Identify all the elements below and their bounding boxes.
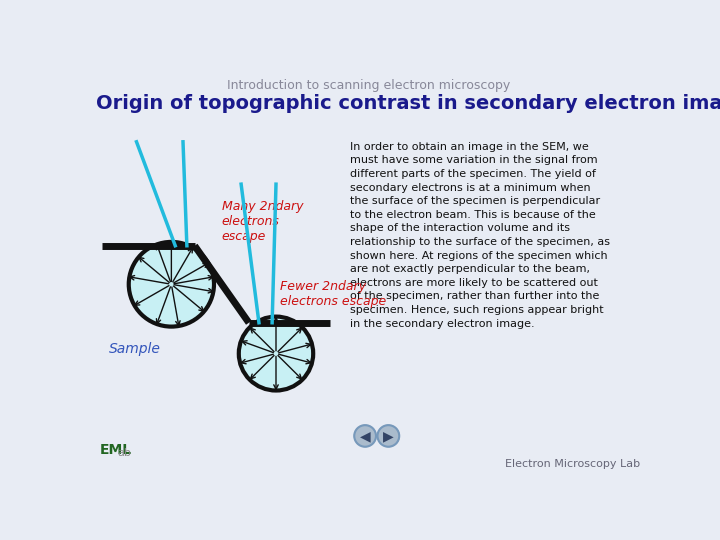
Circle shape: [377, 425, 399, 447]
Ellipse shape: [239, 316, 313, 390]
Text: ◀: ◀: [360, 429, 370, 443]
Text: Many 2ndary
electrons
escape: Many 2ndary electrons escape: [222, 200, 303, 242]
Text: Electron Microscopy Lab: Electron Microscopy Lab: [505, 459, 640, 469]
Text: EML: EML: [99, 443, 132, 457]
Text: Introduction to scanning electron microscopy: Introduction to scanning electron micros…: [228, 79, 510, 92]
Ellipse shape: [129, 242, 214, 327]
Text: ab: ab: [117, 448, 131, 457]
Text: Origin of topographic contrast in secondary electron images: Origin of topographic contrast in second…: [96, 94, 720, 113]
Text: In order to obtain an image in the SEM, we
must have some variation in the signa: In order to obtain an image in the SEM, …: [351, 142, 611, 329]
Text: Fewer 2ndary
electrons escape: Fewer 2ndary electrons escape: [280, 280, 386, 308]
Text: Sample: Sample: [109, 342, 161, 356]
Circle shape: [354, 425, 376, 447]
Text: ▶: ▶: [383, 429, 394, 443]
